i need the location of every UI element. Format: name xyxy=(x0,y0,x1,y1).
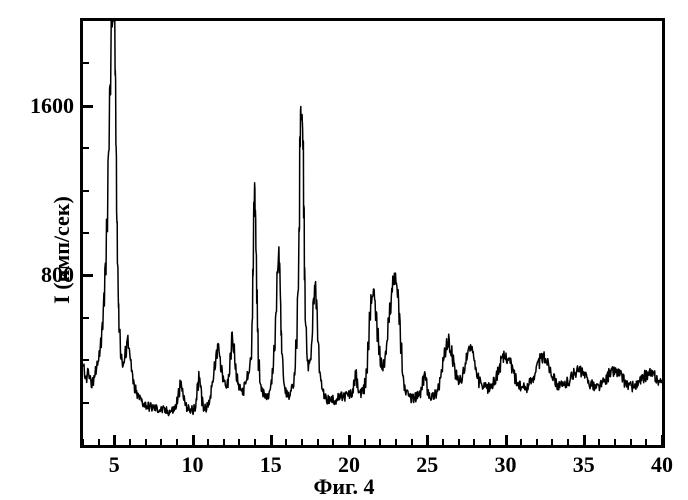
y-minor-tick xyxy=(83,62,89,64)
x-tick xyxy=(661,435,664,445)
x-minor-tick xyxy=(536,439,538,445)
x-tick-label: 10 xyxy=(182,452,204,478)
x-tick-label: 30 xyxy=(495,452,517,478)
y-tick xyxy=(83,105,93,108)
x-minor-tick xyxy=(98,439,100,445)
plot-area xyxy=(80,18,665,448)
x-minor-tick xyxy=(160,439,162,445)
x-minor-tick xyxy=(364,439,366,445)
x-tick xyxy=(192,435,195,445)
x-minor-tick xyxy=(254,439,256,445)
x-tick xyxy=(583,435,586,445)
x-tick-label: 15 xyxy=(260,452,282,478)
y-minor-tick xyxy=(83,402,89,404)
x-minor-tick xyxy=(145,439,147,445)
y-minor-tick xyxy=(83,147,89,149)
x-tick-label: 35 xyxy=(573,452,595,478)
x-minor-tick xyxy=(395,439,397,445)
y-minor-tick xyxy=(83,232,89,234)
y-minor-tick xyxy=(83,190,89,192)
x-minor-tick xyxy=(82,439,84,445)
x-minor-tick xyxy=(567,439,569,445)
x-tick xyxy=(505,435,508,445)
y-tick-label: 800 xyxy=(41,262,74,288)
x-minor-tick xyxy=(301,439,303,445)
x-minor-tick xyxy=(176,439,178,445)
y-minor-tick xyxy=(83,359,89,361)
x-minor-tick xyxy=(442,439,444,445)
x-minor-tick xyxy=(285,439,287,445)
x-minor-tick xyxy=(332,439,334,445)
x-minor-tick xyxy=(489,439,491,445)
x-minor-tick xyxy=(458,439,460,445)
x-minor-tick xyxy=(411,439,413,445)
y-minor-tick xyxy=(83,317,89,319)
x-minor-tick xyxy=(317,439,319,445)
x-tick xyxy=(270,435,273,445)
x-minor-tick xyxy=(223,439,225,445)
x-minor-tick xyxy=(207,439,209,445)
x-minor-tick xyxy=(598,439,600,445)
x-tick xyxy=(113,435,116,445)
xrd-chart: I (имп/сек) Фиг. 4 800160051015202530354… xyxy=(0,0,688,500)
x-minor-tick xyxy=(238,439,240,445)
x-minor-tick xyxy=(520,439,522,445)
y-tick-label: 1600 xyxy=(30,93,74,119)
x-tick-label: 5 xyxy=(109,452,120,478)
x-minor-tick xyxy=(630,439,632,445)
x-tick-label: 20 xyxy=(338,452,360,478)
x-minor-tick xyxy=(551,439,553,445)
x-minor-tick xyxy=(129,439,131,445)
x-minor-tick xyxy=(379,439,381,445)
y-tick xyxy=(83,274,93,277)
x-tick-label: 40 xyxy=(651,452,673,478)
x-tick xyxy=(426,435,429,445)
x-minor-tick xyxy=(614,439,616,445)
x-minor-tick xyxy=(473,439,475,445)
x-tick-label: 25 xyxy=(416,452,438,478)
x-minor-tick xyxy=(645,439,647,445)
x-tick xyxy=(348,435,351,445)
plot-svg xyxy=(83,21,662,445)
